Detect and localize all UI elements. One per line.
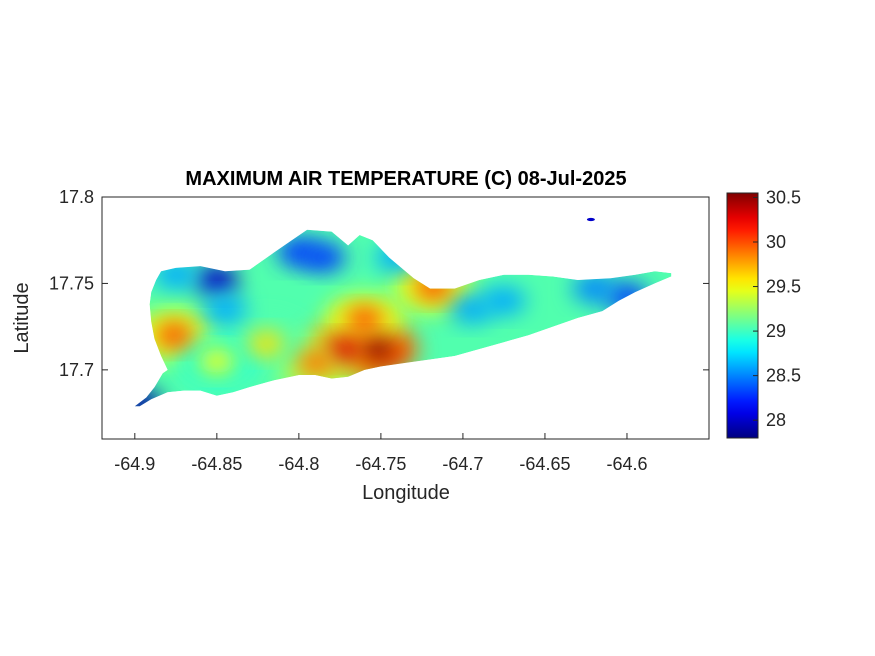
x-tick-label-5: -64.65 <box>519 454 570 474</box>
hot-spot-2 <box>346 306 383 333</box>
hot-spot-3 <box>156 322 193 349</box>
colorbar-gradient <box>726 192 759 439</box>
colorbar-tick-label-5: 30.5 <box>766 187 801 207</box>
colorbar-tick-label-3: 29.5 <box>766 277 801 297</box>
colorbar: 28 28.5 29 29.5 30 30.5 <box>726 187 801 439</box>
hot-spot-1 <box>326 336 363 363</box>
cold-spot-7 <box>481 286 526 315</box>
cold-spot-3 <box>203 295 247 324</box>
cold-spot-0 <box>194 266 239 294</box>
x-tick-label-2: -64.8 <box>278 454 319 474</box>
hot-spot-0 <box>359 336 396 363</box>
colorbar-tick-label-2: 29 <box>766 321 786 341</box>
map-title: MAXIMUM AIR TEMPERATURE (C) 08-Jul-2025 <box>185 168 626 190</box>
y-tick-label-1: 17.75 <box>49 273 94 293</box>
colorbar-tick-label-1: 28.5 <box>766 366 801 386</box>
y-tick-label-0: 17.7 <box>59 360 94 380</box>
hot-spot-4 <box>297 349 334 376</box>
cold-spot-8 <box>134 388 162 407</box>
y-axis-ticks: 17.7 17.75 17.8 <box>49 187 709 380</box>
x-axis-label: Longitude <box>362 482 450 504</box>
x-tick-label-1: -64.85 <box>191 454 242 474</box>
colorbar-tick-label-4: 30 <box>766 232 786 252</box>
y-axis-label: Latitude <box>11 282 33 353</box>
hot-spot-6 <box>248 330 285 357</box>
y-tick-label-2: 17.8 <box>59 187 94 207</box>
x-tick-label-6: -64.6 <box>606 454 647 474</box>
colorbar-ticks: 28 28.5 29 29.5 30 30.5 <box>753 187 801 430</box>
cold-spot-2 <box>301 243 346 272</box>
x-axis-ticks: -64.9 -64.85 -64.8 -64.75 -64.7 -64.65 -64.6 <box>114 433 647 474</box>
cold-spot-5 <box>572 274 617 303</box>
offshore-point <box>586 217 595 222</box>
x-tick-label-4: -64.7 <box>442 454 483 474</box>
map-axes: -64.9 -64.85 -64.8 -64.75 -64.7 -64.65 -64.6 1… <box>49 187 710 474</box>
colorbar-tick-label-0: 28 <box>766 410 786 430</box>
hot-spot-7 <box>198 348 235 375</box>
x-tick-label-3: -64.75 <box>355 454 406 474</box>
x-tick-label-0: -64.9 <box>114 454 155 474</box>
